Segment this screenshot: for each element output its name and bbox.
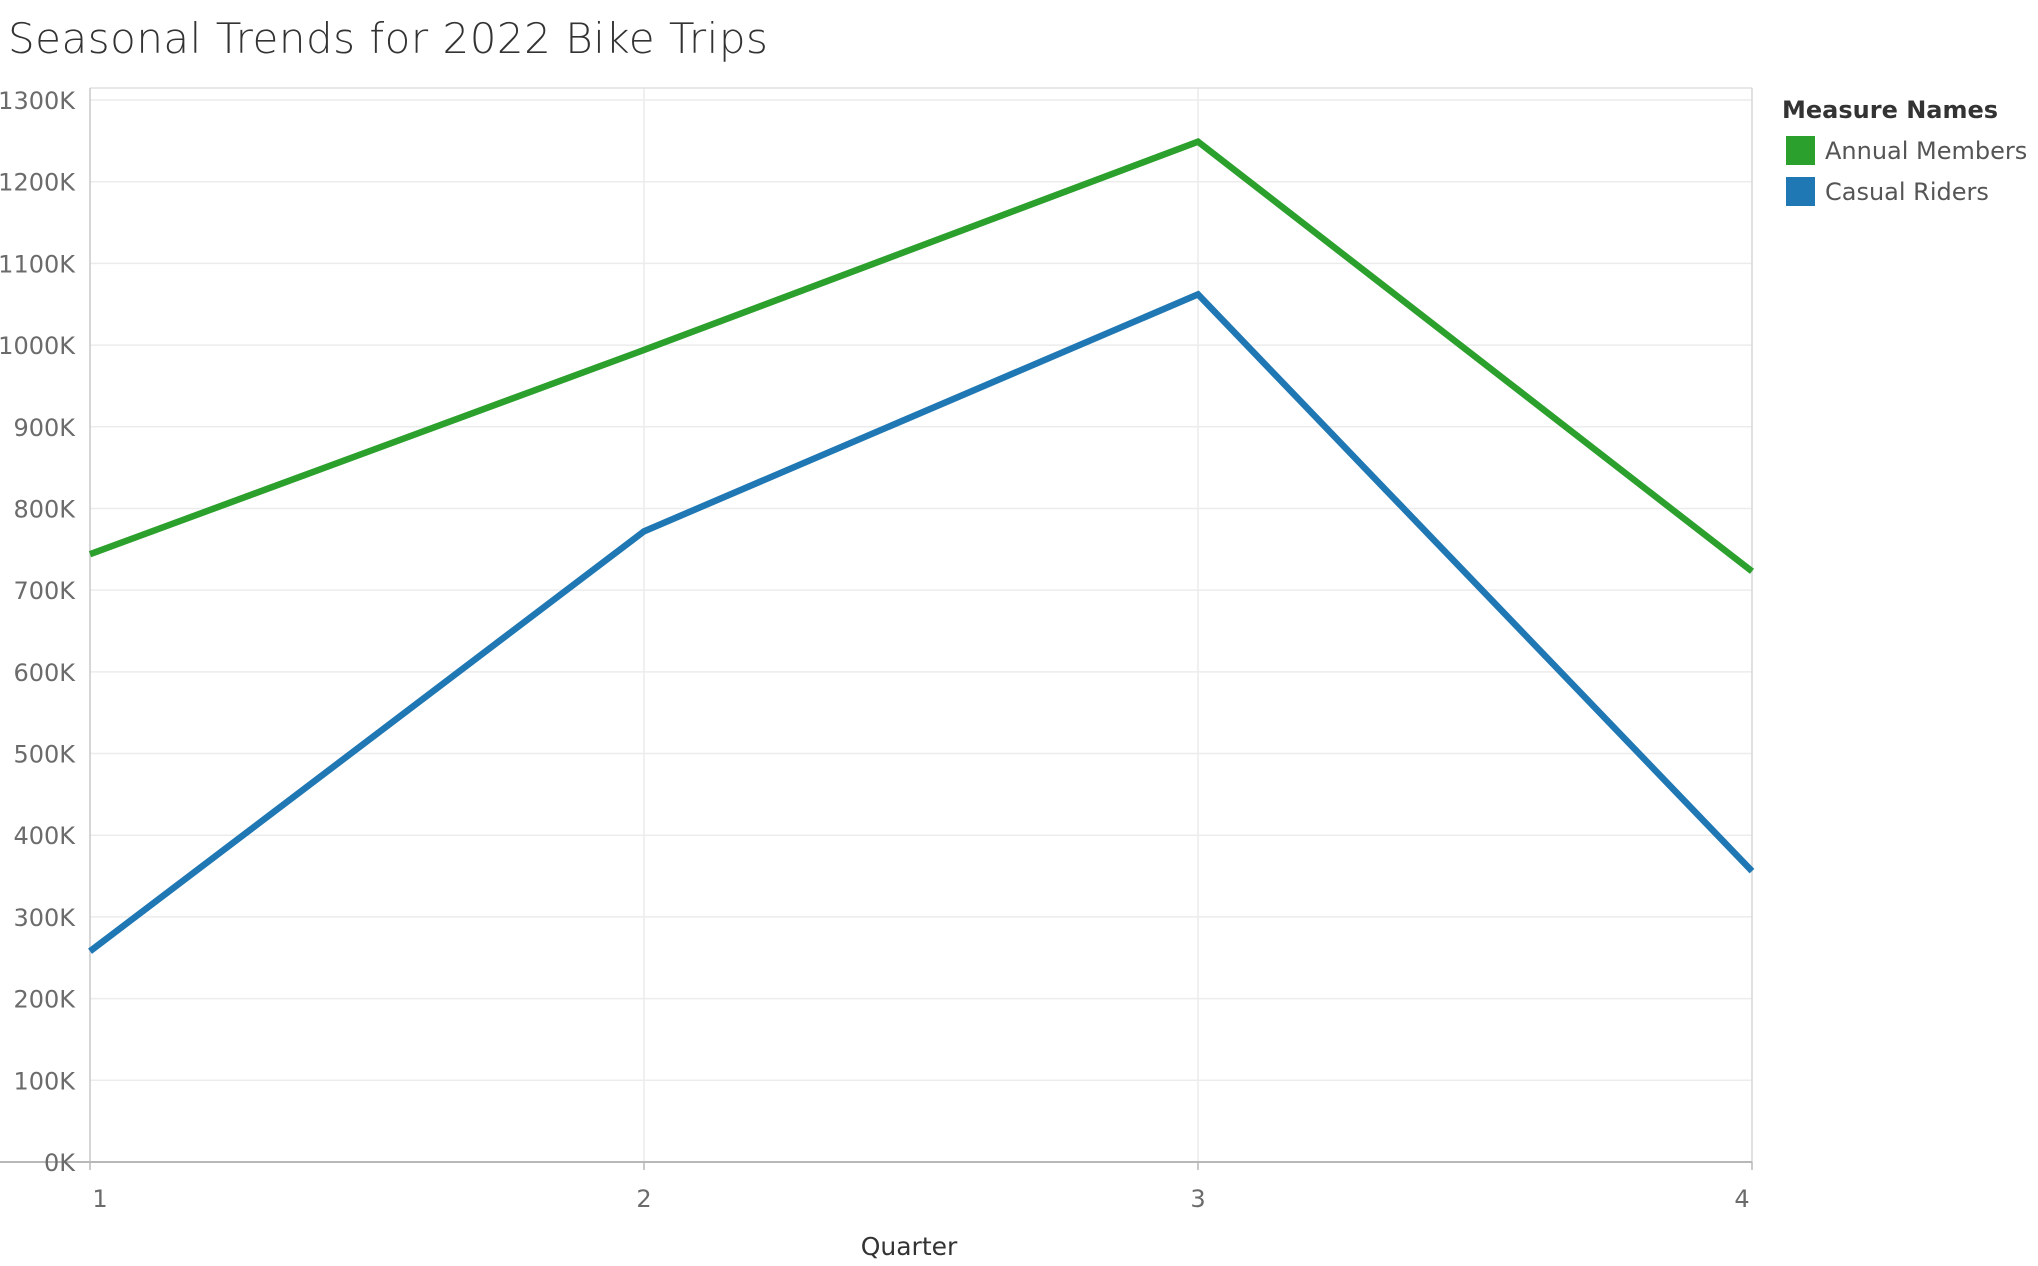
line-chart: 0K 100K 200K 300K 400K 500K 600K 700K 800K 900K 10… xyxy=(0,87,1755,1261)
y-tick-label: 300K xyxy=(13,904,76,932)
legend: Measure Names Annual Members Casual Ride… xyxy=(1782,96,2027,212)
series-line-casual-riders[interactable] xyxy=(88,290,1755,954)
x-axis-title: Quarter xyxy=(861,1232,958,1261)
y-tick-label: 500K xyxy=(13,741,76,769)
y-tick-label: 700K xyxy=(13,577,76,605)
legend-item-annual-members[interactable]: Annual Members xyxy=(1782,130,2027,171)
y-tick-label: 400K xyxy=(13,822,76,850)
y-tick-label: 600K xyxy=(13,659,76,687)
x-tick-label: 3 xyxy=(1190,1185,1205,1213)
y-tick-label: 200K xyxy=(13,986,76,1014)
data-point[interactable] xyxy=(1749,568,1755,574)
y-tick-label: 1200K xyxy=(0,169,76,197)
legend-swatch-annual-members xyxy=(1786,136,1815,165)
y-tick-label: 0K xyxy=(44,1149,76,1177)
y-tick-label: 100K xyxy=(13,1067,76,1095)
data-point[interactable] xyxy=(1195,291,1201,297)
legend-item-casual-riders[interactable]: Casual Riders xyxy=(1782,171,2027,212)
y-tick-label: 800K xyxy=(13,495,76,523)
x-tick-label: 2 xyxy=(636,1185,651,1213)
data-point[interactable] xyxy=(87,551,93,557)
y-tick-label: 1100K xyxy=(0,250,76,278)
legend-label-annual-members: Annual Members xyxy=(1825,136,2028,165)
y-tick-label: 900K xyxy=(13,414,76,442)
data-point[interactable] xyxy=(87,948,93,954)
series-line-annual-members[interactable] xyxy=(88,137,1754,574)
data-point[interactable] xyxy=(1195,139,1201,145)
legend-title: Measure Names xyxy=(1782,96,1999,124)
x-tick-label: 1 xyxy=(92,1185,107,1213)
data-point[interactable] xyxy=(1749,868,1755,874)
x-tick-label: 4 xyxy=(1734,1185,1749,1213)
data-point[interactable] xyxy=(641,528,647,534)
legend-swatch-casual-riders xyxy=(1786,177,1815,206)
legend-label-casual-riders: Casual Riders xyxy=(1825,177,1989,206)
chart-title: Seasonal Trends for 2022 Bike Trips xyxy=(8,14,769,63)
y-tick-label: 1300K xyxy=(0,87,76,115)
data-point[interactable] xyxy=(641,347,647,353)
y-tick-label: 1000K xyxy=(0,332,76,360)
